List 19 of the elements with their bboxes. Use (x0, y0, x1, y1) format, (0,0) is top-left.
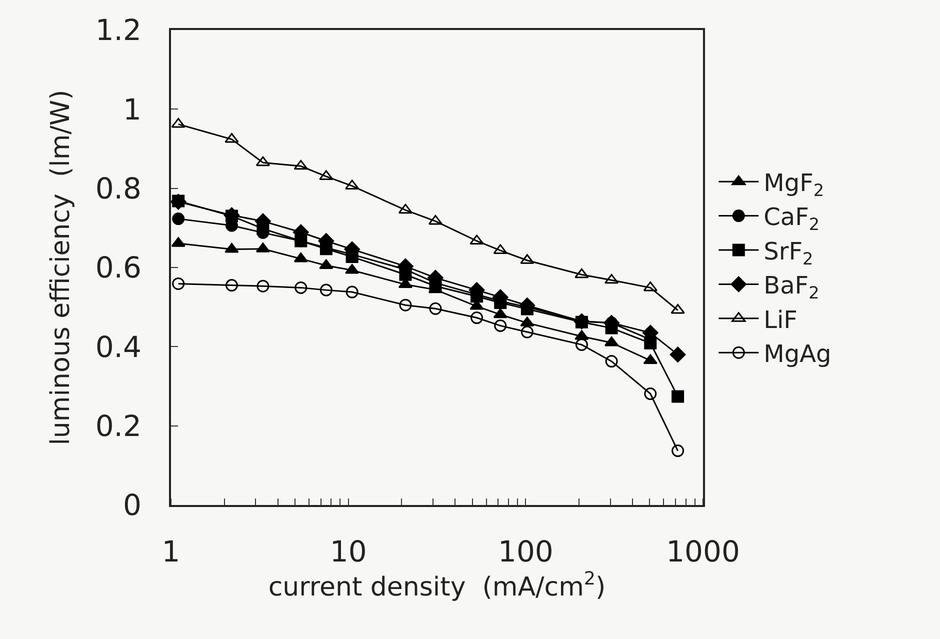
y-tick-label: 0.2 (95, 408, 142, 443)
x-tick-label: 10 (330, 534, 367, 569)
legend-label: SrF$_{2}$ (764, 237, 814, 268)
x-axis-title: current density (mA/cm$^{2}$) (268, 568, 606, 602)
legend-label: LiF (764, 306, 798, 334)
x-tick-label: 1000 (666, 534, 740, 569)
x-tick-label: 100 (498, 534, 554, 569)
y-tick-label: 0.4 (95, 330, 142, 364)
y-tick-label: 1 (122, 92, 142, 126)
y-axis-title: luminous efficiency (lm/W) (46, 90, 76, 446)
x-tick-label: 1 (162, 534, 180, 569)
y-tick-label: 0 (122, 488, 142, 522)
legend-label: BaF$_{2}$ (764, 272, 820, 303)
legend-label: CaF$_{2}$ (764, 203, 820, 234)
y-tick-label: 0.8 (95, 171, 142, 206)
y-tick-label: 0.6 (95, 250, 142, 285)
legend-label: MgAg (764, 340, 832, 368)
y-tick-label: 1.2 (95, 13, 142, 48)
legend-label: MgF$_{2}$ (764, 168, 824, 200)
